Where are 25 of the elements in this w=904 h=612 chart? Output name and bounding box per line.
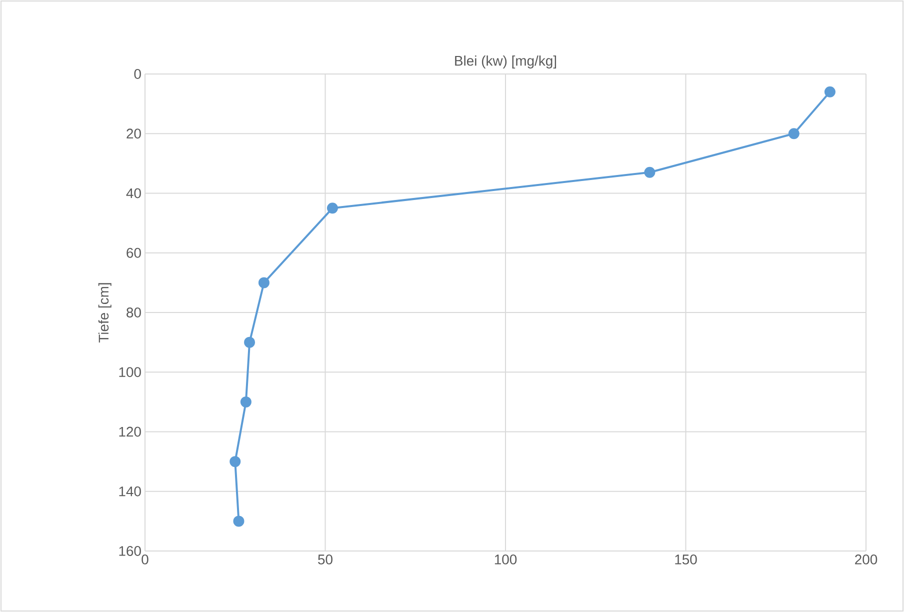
y-axis-title: Tiefe [cm] [98,283,112,343]
x-tick-label: 0 [142,554,148,564]
chart-title: Blei (kw) [mg/kg] [455,56,556,68]
y-tick-label: 140 [119,486,141,496]
point [244,336,256,348]
y-tick-label: 160 [119,546,141,556]
point [644,166,656,178]
y-tick-label: 20 [126,128,141,139]
point [233,516,244,527]
y-tick-label: 120 [119,426,141,437]
point [326,202,338,214]
y-tick-label: 0 [134,69,141,79]
x-tick-label: 150 [675,554,697,564]
point [230,456,241,468]
x-tick-label: 200 [855,554,878,564]
y-tick-label: 80 [126,308,141,318]
point [788,128,800,140]
y-tick-label: 100 [119,367,141,378]
y-tick-label: 60 [126,248,141,258]
point [240,396,252,408]
x-tick-label: 100 [494,554,517,564]
point [824,86,836,98]
x-tick-label: 50 [318,554,332,564]
point [258,277,270,288]
y-tick-label: 40 [126,188,141,198]
